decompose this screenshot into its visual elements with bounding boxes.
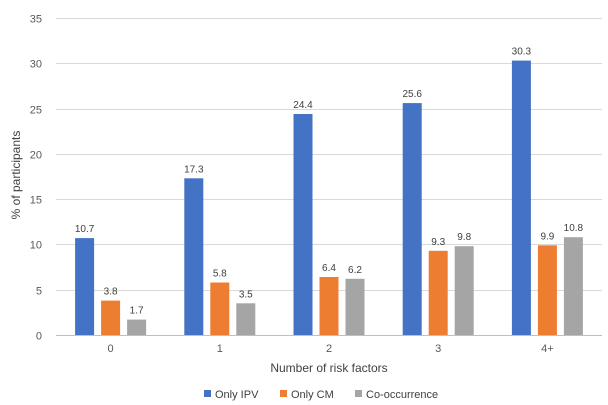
bar-only-ipv-1 bbox=[184, 178, 204, 335]
legend-swatch-co-occurrence bbox=[355, 390, 362, 397]
x-tick-label: 3 bbox=[435, 343, 441, 355]
data-label: 9.8 bbox=[457, 232, 471, 243]
bar-co-occurrence-2 bbox=[345, 278, 365, 335]
legend-label: Only IPV bbox=[215, 389, 259, 401]
data-label: 3.8 bbox=[104, 287, 118, 298]
bar-co-occurrence-4plus bbox=[563, 237, 583, 335]
data-labels: 10.7 3.8 1.7 17.3 5.8 3.5 24.4 6.4 6.2 25.6 9.3 9.8… bbox=[75, 47, 584, 317]
legend: Only IPV Only CM Co-occurrence bbox=[204, 389, 438, 401]
legend-label: Co-occurrence bbox=[366, 389, 438, 401]
bars bbox=[75, 60, 583, 335]
y-tick-label: 20 bbox=[30, 150, 42, 162]
x-tick-label: 2 bbox=[326, 343, 332, 355]
data-label: 17.3 bbox=[184, 164, 204, 175]
x-tick-label: 4+ bbox=[541, 343, 554, 355]
data-label: 10.7 bbox=[75, 224, 95, 235]
data-label: 25.6 bbox=[402, 89, 422, 100]
bar-co-occurrence-1 bbox=[236, 303, 256, 335]
y-tick-label: 35 bbox=[30, 14, 42, 26]
data-label: 6.4 bbox=[322, 263, 336, 274]
y-tick-label: 25 bbox=[30, 105, 42, 117]
y-axis-ticks: 0 5 10 15 20 25 30 35 bbox=[30, 14, 42, 343]
x-axis-ticks: 0 1 2 3 4+ bbox=[108, 343, 554, 355]
legend-label: Only CM bbox=[291, 389, 334, 401]
data-label: 30.3 bbox=[512, 47, 532, 58]
y-tick-label: 0 bbox=[36, 331, 42, 343]
bar-only-cm-0 bbox=[101, 300, 121, 335]
bar-only-ipv-4plus bbox=[511, 60, 531, 335]
bar-only-ipv-3 bbox=[402, 103, 422, 335]
data-label: 9.3 bbox=[431, 237, 445, 248]
bar-co-occurrence-3 bbox=[454, 246, 474, 335]
bar-co-occurrence-0 bbox=[127, 319, 147, 335]
data-label: 9.9 bbox=[540, 231, 554, 242]
data-label: 5.8 bbox=[213, 269, 227, 280]
x-tick-label: 0 bbox=[108, 343, 114, 355]
y-tick-label: 15 bbox=[30, 195, 42, 207]
data-label: 24.4 bbox=[293, 100, 313, 111]
y-tick-label: 10 bbox=[30, 240, 42, 252]
data-label: 3.5 bbox=[239, 289, 253, 300]
bar-only-ipv-0 bbox=[75, 238, 95, 335]
legend-swatch-only-cm bbox=[280, 390, 287, 397]
bar-only-ipv-2 bbox=[293, 114, 313, 335]
y-tick-label: 30 bbox=[30, 59, 42, 71]
bar-only-cm-3 bbox=[428, 250, 448, 335]
bar-only-cm-4plus bbox=[537, 245, 557, 335]
bar-only-cm-2 bbox=[319, 277, 339, 335]
bar-only-cm-1 bbox=[210, 282, 230, 335]
y-tick-label: 5 bbox=[36, 286, 42, 298]
data-label: 10.8 bbox=[564, 223, 584, 234]
data-label: 1.7 bbox=[130, 306, 144, 317]
data-label: 6.2 bbox=[348, 265, 362, 276]
gridlines bbox=[56, 18, 602, 336]
x-tick-label: 1 bbox=[217, 343, 223, 355]
x-axis-title: Number of risk factors bbox=[270, 361, 387, 375]
y-axis-title: % of participants bbox=[9, 131, 23, 220]
legend-swatch-only-ipv bbox=[204, 390, 211, 397]
